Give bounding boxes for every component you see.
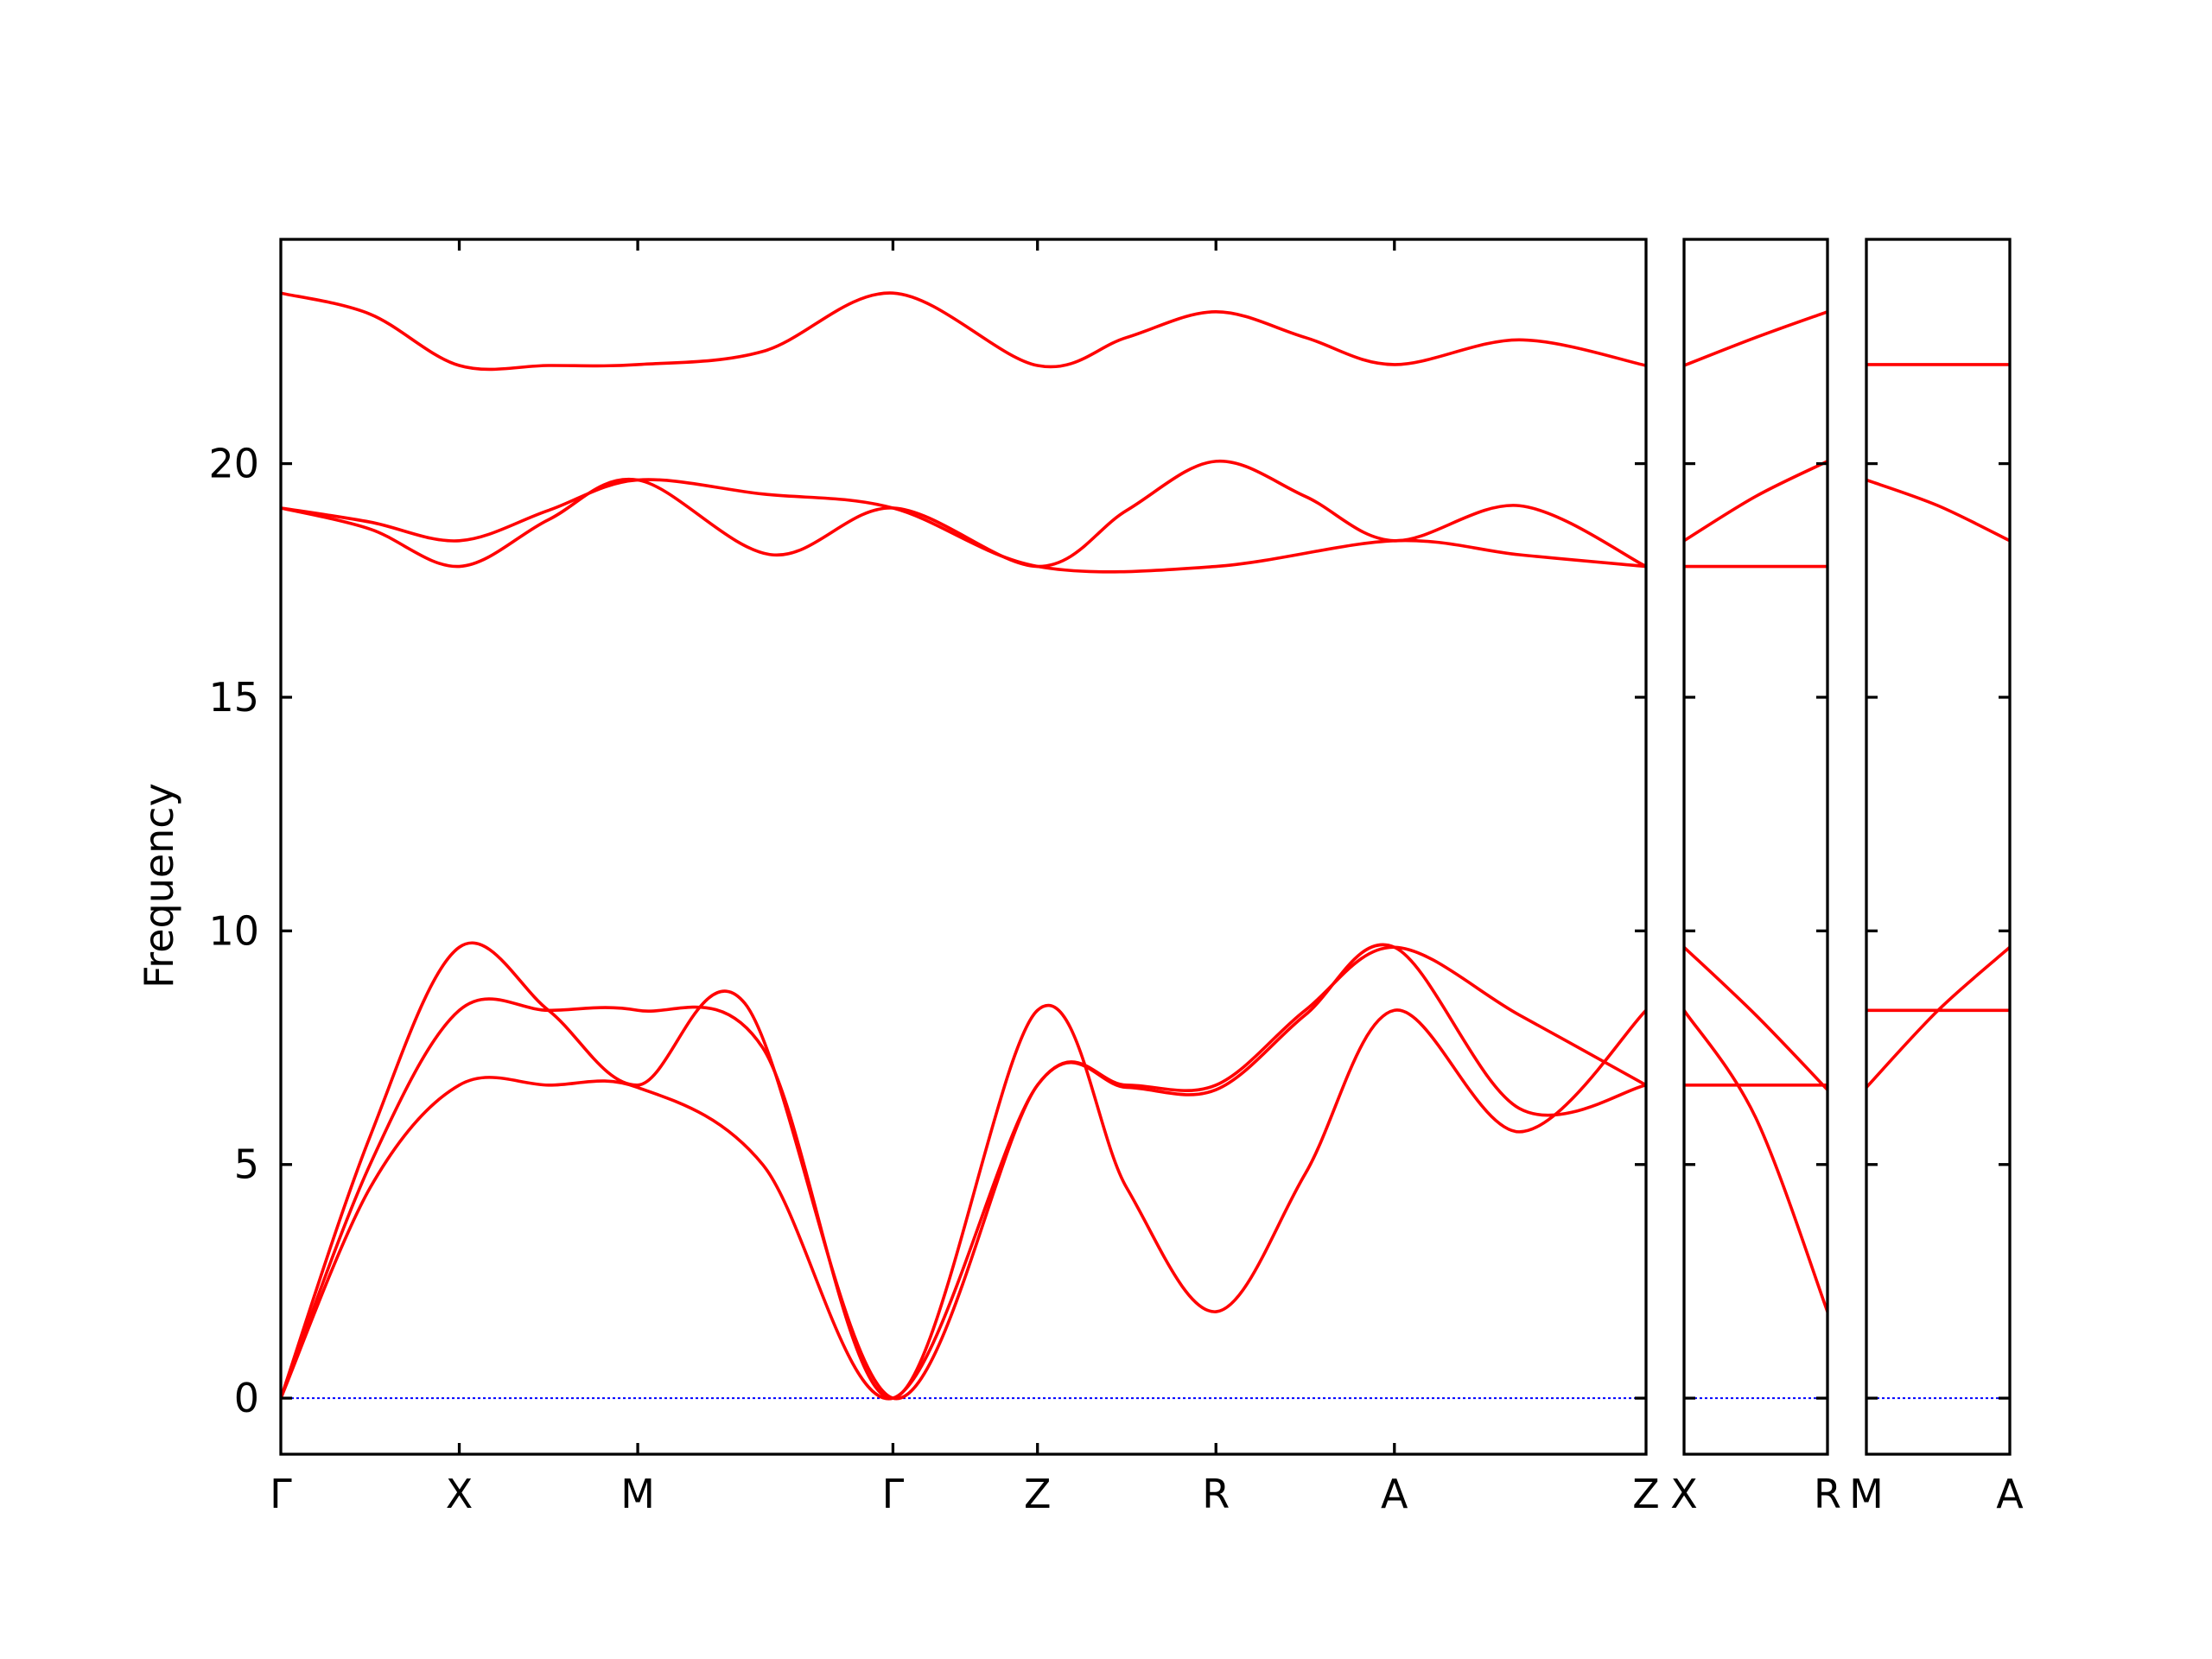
y-tick-label: 0	[234, 1375, 259, 1421]
x-tick-label: A	[1381, 1471, 1408, 1517]
x-tick-label: Z	[1024, 1471, 1052, 1517]
x-tick-label: X	[1670, 1471, 1698, 1517]
x-tick-label: Z	[1632, 1471, 1660, 1517]
band-4	[1684, 945, 1827, 1091]
band-2	[1866, 478, 2010, 543]
y-tick-label: 20	[208, 441, 259, 487]
x-tick-label: M	[620, 1471, 655, 1517]
band-4	[1866, 945, 2010, 1090]
x-tick-label: R	[1814, 1471, 1841, 1517]
y-tick-label: 10	[208, 907, 259, 954]
band-3	[281, 460, 1646, 569]
band-2	[1684, 460, 1827, 543]
x-tick-label: Γ	[882, 1471, 905, 1517]
band-5	[281, 997, 1646, 1400]
band-1	[1684, 310, 1827, 367]
axes-frame	[1865, 238, 2012, 1456]
x-tick-label: R	[1202, 1471, 1230, 1517]
axes-frame	[1682, 238, 1829, 1456]
x-tick-label: X	[446, 1471, 474, 1517]
bands-panel-2	[1684, 310, 1827, 1313]
axes-frame	[279, 238, 1648, 1456]
bands-panel-1	[281, 291, 1646, 1401]
band-6	[281, 943, 1646, 1401]
panel-1: Γ X M Γ Z R A Z 0 5 10 15 20	[208, 238, 1660, 1517]
band-1	[281, 291, 1646, 372]
band-4	[281, 941, 1646, 1401]
x-tick-label: A	[1996, 1471, 2024, 1517]
band-5	[1684, 1008, 1827, 1313]
bands-panel-3	[1866, 363, 2010, 1090]
x-tick-label: M	[1849, 1471, 1884, 1517]
y-tick-label: 15	[208, 674, 259, 721]
y-tick-label: 5	[234, 1141, 259, 1188]
y-axis-label: Frequency	[136, 783, 182, 988]
x-tick-label: Γ	[270, 1471, 292, 1517]
